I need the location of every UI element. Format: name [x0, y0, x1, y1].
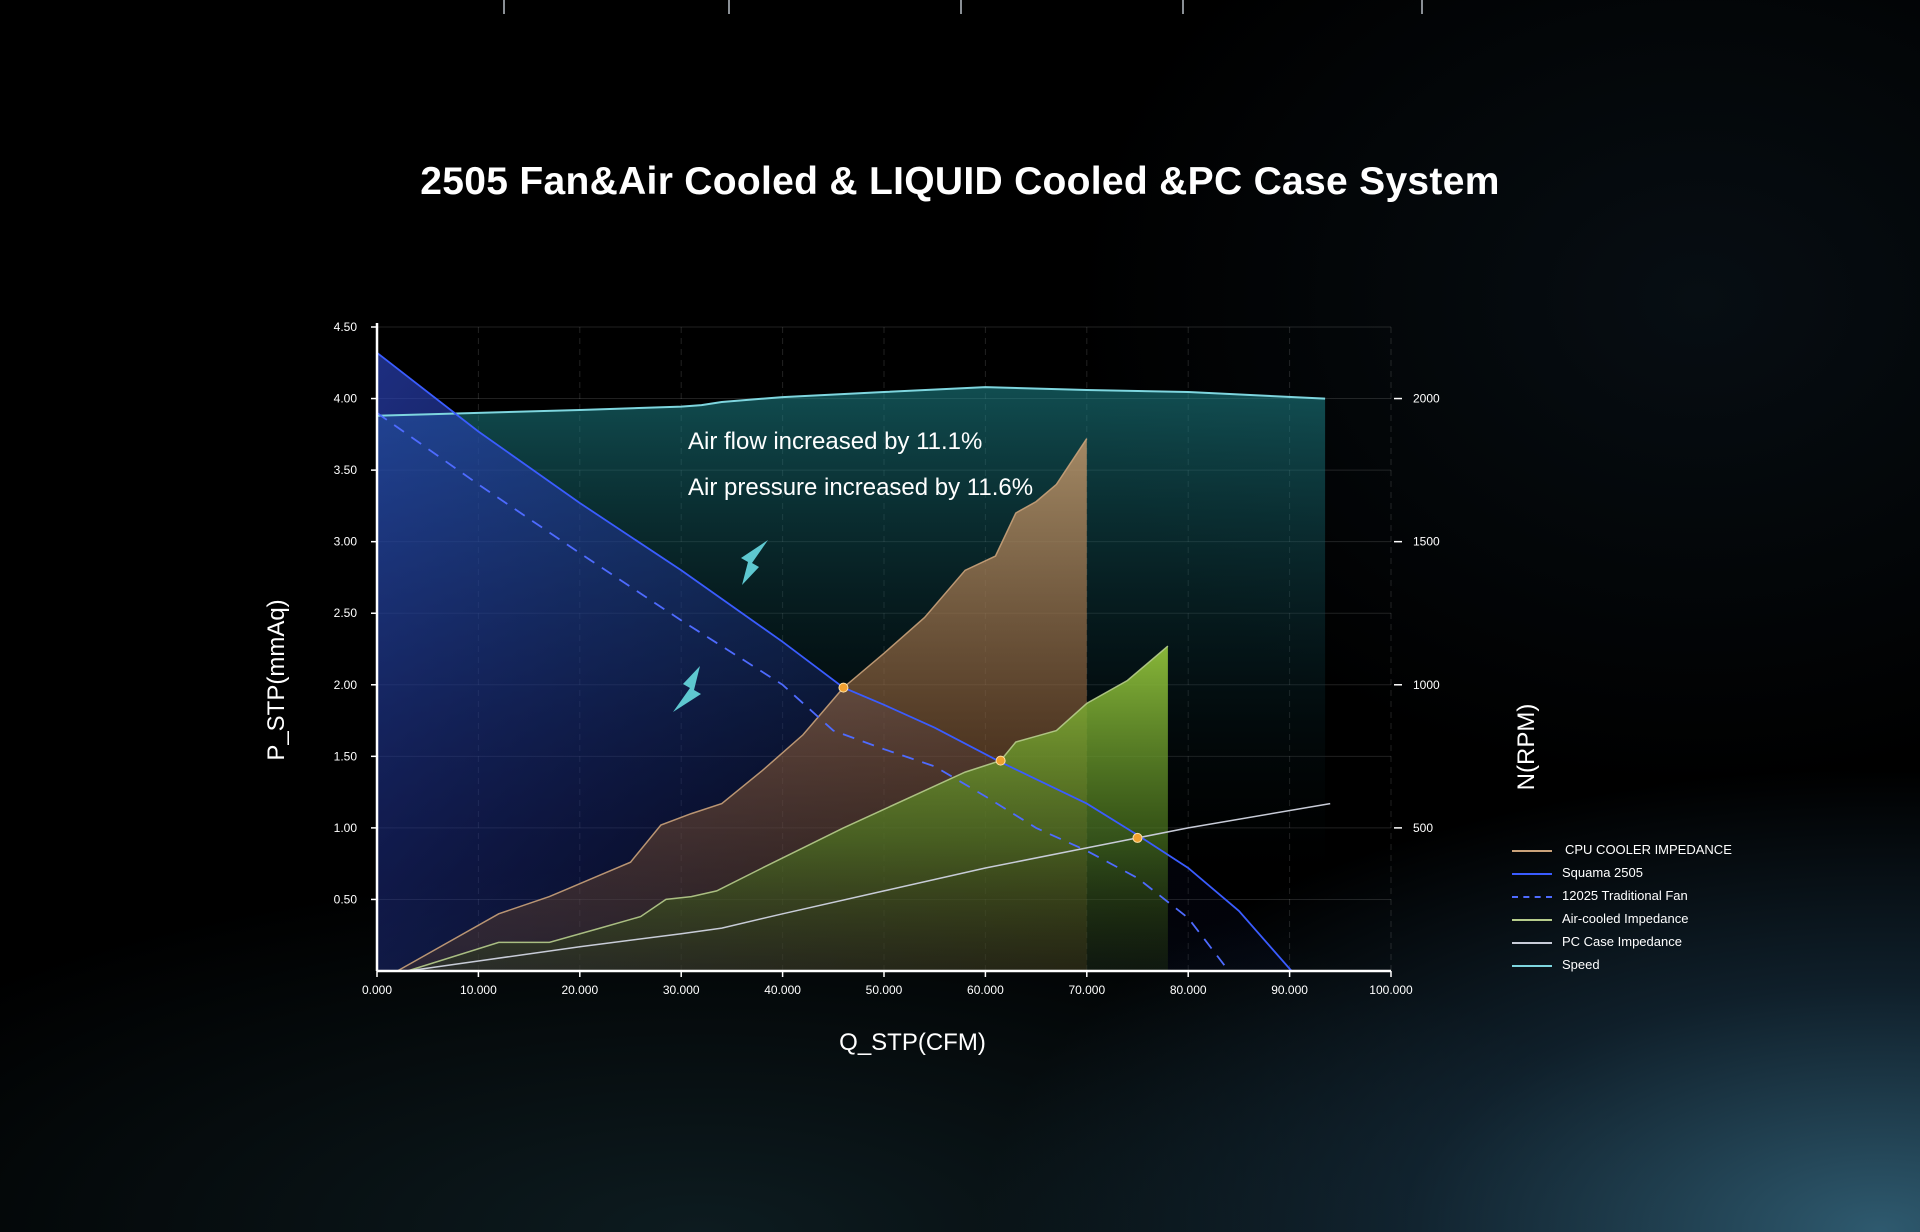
annotation-pressure: Air pressure increased by 11.6% [688, 474, 1034, 501]
cpu-cooler-line [396, 438, 1088, 972]
y2-tick-label: 1000 [1413, 678, 1440, 692]
arrow-down-left-icon [741, 540, 768, 585]
y-tick-label: 2.50 [334, 606, 358, 620]
x-tick-label: 30.000 [663, 983, 700, 997]
y-axis-title: P_STP(mmAq) [263, 599, 290, 761]
x-tick-label: 10.000 [460, 983, 497, 997]
x-tick-label: 50.000 [866, 983, 903, 997]
legend-label: Squama 2505 [1562, 865, 1643, 880]
legend-label: 12025 Traditional Fan [1562, 888, 1688, 903]
x-tick-label: 20.000 [561, 983, 598, 997]
legend-swatch [1512, 942, 1552, 944]
legend-swatch [1512, 896, 1552, 898]
x-tick-label: 90.000 [1271, 983, 1308, 997]
x-tick-label: 60.000 [967, 983, 1004, 997]
speed-line [376, 386, 1326, 417]
pc-case-line [407, 802, 1331, 972]
legend-swatch [1512, 850, 1552, 852]
intersection-point [995, 755, 1006, 766]
traditional-fan-line [376, 412, 1230, 972]
y-tick-label: 2.00 [334, 678, 358, 692]
y-tick-label: 4.00 [334, 392, 358, 406]
intersection-point [1132, 832, 1143, 843]
intersection-point [838, 682, 849, 693]
y-tick-label: 0.50 [334, 892, 358, 906]
legend-label: CPU COOLER IMPEDANCE [1565, 842, 1732, 857]
top-tick [503, 0, 505, 14]
top-tick [1182, 0, 1184, 14]
legend-label: PC Case Impedance [1562, 934, 1682, 949]
x-tick-label: 80.000 [1170, 983, 1207, 997]
air-cooled-area [407, 646, 1168, 971]
y-tick-label: 4.50 [334, 320, 358, 334]
top-tick [960, 0, 962, 14]
air-cooled-line [407, 645, 1169, 972]
top-tick [1421, 0, 1423, 14]
x-tick-label: 0.000 [362, 983, 392, 997]
y-tick-label: 3.50 [334, 463, 358, 477]
y2-axis-title: N(RPM) [1513, 703, 1540, 791]
x-tick-label: 40.000 [764, 983, 801, 997]
legend-swatch [1512, 965, 1552, 967]
arrow-up-right-icon [673, 666, 701, 712]
legend-swatch [1512, 873, 1552, 875]
chart-title: 2505 Fan&Air Cooled & LIQUID Cooled &PC … [420, 160, 1500, 203]
y-tick-label: 3.00 [334, 535, 358, 549]
y2-tick-label: 500 [1413, 821, 1433, 835]
legend-swatch [1512, 919, 1552, 921]
annotation-airflow: Air flow increased by 11.1% [688, 428, 983, 455]
top-tick [728, 0, 730, 14]
x-tick-label: 100.000 [1369, 983, 1413, 997]
x-axis-title: Q_STP(CFM) [839, 1029, 986, 1056]
squama-line [376, 352, 1293, 972]
legend-label: Air-cooled Impedance [1562, 911, 1689, 926]
y-tick-label: 1.00 [334, 821, 358, 835]
y2-tick-label: 1500 [1413, 535, 1440, 549]
y-tick-label: 1.50 [334, 749, 358, 763]
x-tick-label: 70.000 [1068, 983, 1105, 997]
legend-label: Speed [1562, 957, 1600, 972]
y2-tick-label: 2000 [1413, 392, 1440, 406]
